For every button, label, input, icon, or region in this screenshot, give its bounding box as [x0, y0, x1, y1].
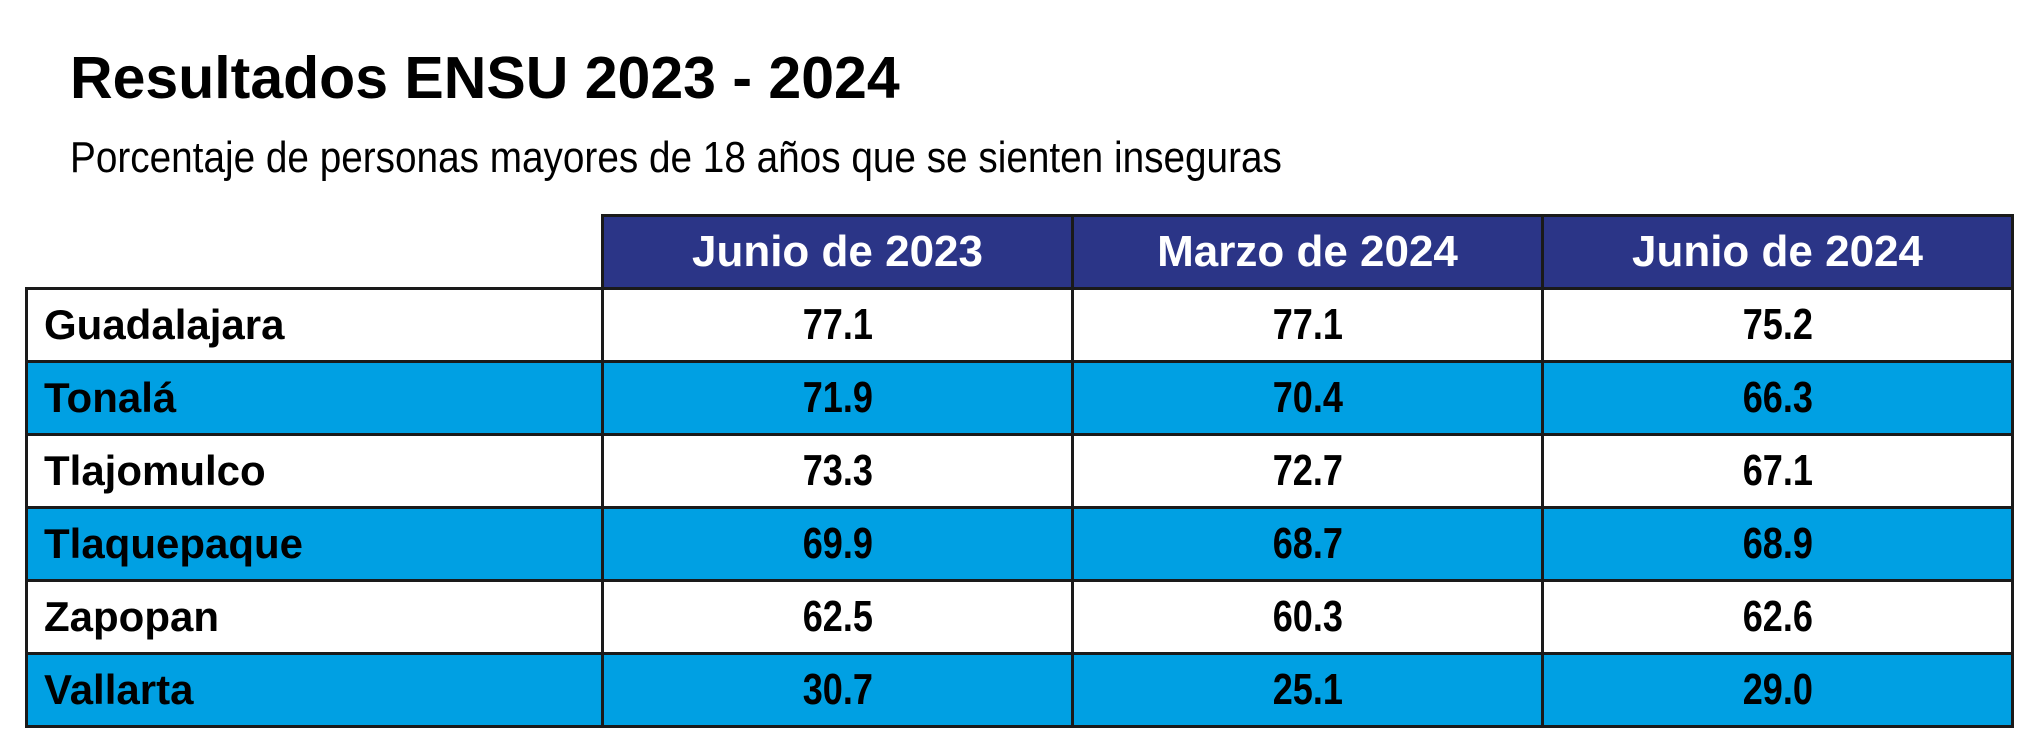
table-row-tlajomulco: Tlajomulco 73.3 72.7 67.1 [25, 433, 2014, 509]
value-cell: 73.3 [601, 433, 1074, 509]
value-text: 77.1 [1272, 300, 1343, 349]
value-text: 68.9 [1742, 519, 1813, 568]
value-text: 72.7 [1272, 446, 1343, 495]
value-cell: 60.3 [1071, 579, 1544, 655]
value-cell: 69.9 [601, 506, 1074, 582]
value-text: 73.3 [802, 446, 873, 495]
value-text: 29.0 [1742, 665, 1813, 714]
column-header-marzo-2024: Marzo de 2024 [1071, 214, 1544, 290]
value-cell: 67.1 [1541, 433, 2014, 509]
results-table-container: Junio de 2023 Marzo de 2024 Junio de 202… [25, 214, 2014, 728]
value-text: 62.5 [802, 592, 873, 641]
table-row-tonala: Tonalá 71.9 70.4 66.3 [25, 360, 2014, 436]
value-text: 60.3 [1272, 592, 1343, 641]
value-text: 70.4 [1272, 373, 1343, 422]
value-cell: 62.6 [1541, 579, 2014, 655]
value-cell: 70.4 [1071, 360, 1544, 436]
value-cell: 30.7 [601, 652, 1074, 728]
value-text: 62.6 [1742, 592, 1813, 641]
table-row-guadalajara: Guadalajara 77.1 77.1 75.2 [25, 287, 2014, 363]
column-header-junio-2023: Junio de 2023 [601, 214, 1074, 290]
table-row-tlaquepaque: Tlaquepaque 69.9 68.7 68.9 [25, 506, 2014, 582]
row-label: Vallarta [25, 652, 604, 728]
value-cell: 68.7 [1071, 506, 1544, 582]
page-title: Resultados ENSU 2023 - 2024 [70, 45, 900, 111]
value-cell: 75.2 [1541, 287, 2014, 363]
page-subtitle: Porcentaje de personas mayores de 18 año… [70, 133, 1282, 182]
column-header-junio-2024: Junio de 2024 [1541, 214, 2014, 290]
results-table: Junio de 2023 Marzo de 2024 Junio de 202… [25, 214, 2014, 728]
value-cell: 77.1 [1071, 287, 1544, 363]
row-label: Zapopan [25, 579, 604, 655]
value-text: 25.1 [1272, 665, 1343, 714]
value-cell: 71.9 [601, 360, 1074, 436]
table-row-vallarta: Vallarta 30.7 25.1 29.0 [25, 652, 2014, 728]
row-label: Tlaquepaque [25, 506, 604, 582]
row-label: Tonalá [25, 360, 604, 436]
row-label: Tlajomulco [25, 433, 604, 509]
value-text: 68.7 [1272, 519, 1343, 568]
table-row-zapopan: Zapopan 62.5 60.3 62.6 [25, 579, 2014, 655]
value-cell: 77.1 [601, 287, 1074, 363]
value-text: 69.9 [802, 519, 873, 568]
row-label: Guadalajara [25, 287, 604, 363]
value-cell: 62.5 [601, 579, 1074, 655]
corner-cell [26, 215, 604, 290]
value-cell: 25.1 [1071, 652, 1544, 728]
value-cell: 72.7 [1071, 433, 1544, 509]
header-row: Junio de 2023 Marzo de 2024 Junio de 202… [26, 214, 2014, 290]
value-text: 75.2 [1742, 300, 1813, 349]
value-text: 67.1 [1742, 446, 1813, 495]
value-cell: 66.3 [1541, 360, 2014, 436]
value-text: 77.1 [802, 300, 873, 349]
value-text: 66.3 [1742, 373, 1813, 422]
value-text: 30.7 [802, 665, 873, 714]
value-cell: 68.9 [1541, 506, 2014, 582]
value-text: 71.9 [802, 373, 873, 422]
value-cell: 29.0 [1541, 652, 2014, 728]
